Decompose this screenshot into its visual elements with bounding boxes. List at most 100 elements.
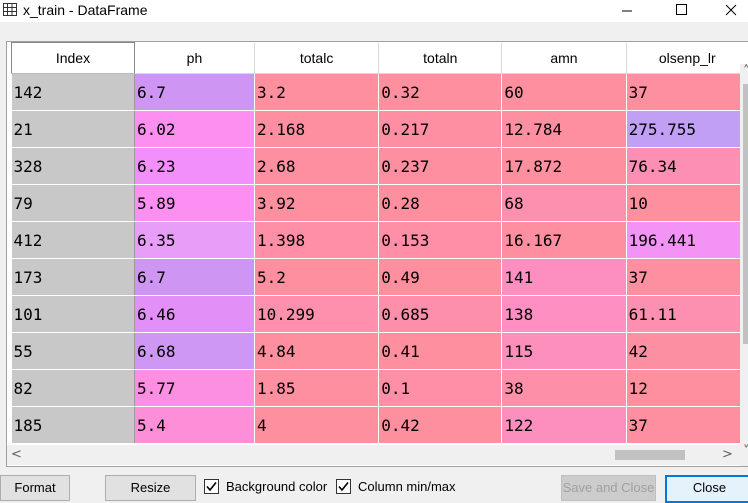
cell-amn[interactable]: 17.872 [502, 148, 626, 185]
cell-totalc[interactable]: 4 [254, 407, 378, 444]
cell-ph[interactable]: 6.46 [134, 296, 254, 333]
cell-totaln[interactable]: 0.49 [379, 259, 502, 296]
cell-amn[interactable]: 141 [502, 259, 626, 296]
row-index-cell[interactable]: 79 [12, 185, 135, 222]
scroll-up-icon[interactable]: ˄ [743, 64, 748, 79]
cell-olsenp-lr[interactable]: 196.441 [626, 222, 748, 259]
column-header-ph[interactable]: ph [134, 43, 254, 74]
cell-totaln[interactable]: 0.217 [379, 111, 502, 148]
cell-amn[interactable]: 12.784 [502, 111, 626, 148]
cell-totaln[interactable]: 0.1 [379, 370, 502, 407]
cell-ph[interactable]: 5.77 [134, 370, 254, 407]
column-header-olsenp-lr[interactable]: olsenp_lr [626, 43, 748, 74]
cell-amn[interactable]: 122 [502, 407, 626, 444]
row-index-cell[interactable]: 82 [12, 370, 135, 407]
cell-totalc[interactable]: 1.85 [254, 370, 378, 407]
row-index-cell[interactable]: 328 [12, 148, 135, 185]
save-and-close-button[interactable]: Save and Close [561, 475, 656, 501]
cell-amn[interactable]: 38 [502, 370, 626, 407]
row-index-cell[interactable]: 412 [12, 222, 135, 259]
cell-amn[interactable]: 138 [502, 296, 626, 333]
cell-totalc[interactable]: 2.68 [254, 148, 378, 185]
column-minmax-checkbox[interactable] [336, 479, 351, 494]
cell-amn[interactable]: 16.167 [502, 222, 626, 259]
row-index-cell[interactable]: 101 [12, 296, 135, 333]
cell-ph[interactable]: 6.68 [134, 333, 254, 370]
cell-ph[interactable]: 6.7 [134, 74, 254, 111]
table-grid-icon [3, 3, 17, 17]
cell-amn[interactable]: 68 [502, 185, 626, 222]
cell-olsenp-lr[interactable]: 37 [626, 259, 748, 296]
cell-olsenp-lr[interactable]: 42 [626, 333, 748, 370]
row-index-cell[interactable]: 142 [12, 74, 135, 111]
cell-olsenp-lr[interactable]: 37 [626, 407, 748, 444]
cell-totalc[interactable]: 3.2 [254, 74, 378, 111]
horizontal-scrollbar[interactable]: < > [7, 445, 740, 465]
cell-amn[interactable]: 115 [502, 333, 626, 370]
dataframe-table: Index ph totalc totaln amn olsenp_lr 142… [11, 42, 748, 444]
row-index-cell[interactable]: 173 [12, 259, 135, 296]
cell-olsenp-lr[interactable]: 61.11 [626, 296, 748, 333]
cell-totalc[interactable]: 3.92 [254, 185, 378, 222]
column-header-totalc[interactable]: totalc [254, 43, 378, 74]
cell-olsenp-lr[interactable]: 10 [626, 185, 748, 222]
cell-totaln[interactable]: 0.42 [379, 407, 502, 444]
cell-olsenp-lr[interactable]: 12 [626, 370, 748, 407]
cell-olsenp-lr[interactable]: 275.755 [626, 111, 748, 148]
column-header-totaln[interactable]: totaln [379, 43, 502, 74]
background-color-label: Background color [226, 479, 327, 494]
format-button[interactable]: Format [0, 475, 70, 501]
maximize-button[interactable] [658, 0, 704, 22]
cell-totaln[interactable]: 0.153 [379, 222, 502, 259]
cell-totaln[interactable]: 0.28 [379, 185, 502, 222]
cell-totalc[interactable]: 4.84 [254, 333, 378, 370]
column-header-amn[interactable]: amn [502, 43, 626, 74]
row-index-cell[interactable]: 185 [12, 407, 135, 444]
row-index-cell[interactable]: 21 [12, 111, 135, 148]
column-header-index[interactable]: Index [12, 43, 135, 74]
cell-ph[interactable]: 6.02 [134, 111, 254, 148]
resize-button[interactable]: Resize [105, 475, 196, 501]
horizontal-scroll-thumb[interactable] [615, 450, 685, 460]
background-color-checkbox[interactable] [204, 479, 219, 494]
cell-totaln[interactable]: 0.685 [379, 296, 502, 333]
column-minmax-label: Column min/max [358, 479, 456, 494]
cell-totalc[interactable]: 2.168 [254, 111, 378, 148]
cell-totalc[interactable]: 1.398 [254, 222, 378, 259]
close-button[interactable]: Close [665, 475, 748, 503]
vertical-scroll-thumb[interactable] [743, 84, 748, 344]
scroll-right-icon[interactable]: > [722, 447, 733, 462]
cell-ph[interactable]: 6.35 [134, 222, 254, 259]
cell-ph[interactable]: 6.23 [134, 148, 254, 185]
cell-olsenp-lr[interactable]: 37 [626, 74, 748, 111]
scroll-left-icon[interactable]: < [11, 447, 22, 462]
checkmark-icon [337, 480, 350, 493]
vertical-scrollbar[interactable]: ˄ ˅ [740, 64, 748, 467]
cell-totaln[interactable]: 0.237 [379, 148, 502, 185]
minimize-button[interactable] [604, 0, 650, 22]
cell-totaln[interactable]: 0.41 [379, 333, 502, 370]
cell-totaln[interactable]: 0.32 [379, 74, 502, 111]
close-window-button[interactable] [712, 0, 748, 22]
cell-olsenp-lr[interactable]: 76.34 [626, 148, 748, 185]
cell-totalc[interactable]: 10.299 [254, 296, 378, 333]
scroll-down-icon[interactable]: ˅ [743, 444, 748, 459]
dataframe-table-frame: Index ph totalc totaln amn olsenp_lr 142… [6, 41, 748, 467]
cell-totalc[interactable]: 5.2 [254, 259, 378, 296]
row-index-cell[interactable]: 55 [12, 333, 135, 370]
cell-ph[interactable]: 5.4 [134, 407, 254, 444]
cell-ph[interactable]: 5.89 [134, 185, 254, 222]
cell-amn[interactable]: 60 [502, 74, 626, 111]
cell-ph[interactable]: 6.7 [134, 259, 254, 296]
